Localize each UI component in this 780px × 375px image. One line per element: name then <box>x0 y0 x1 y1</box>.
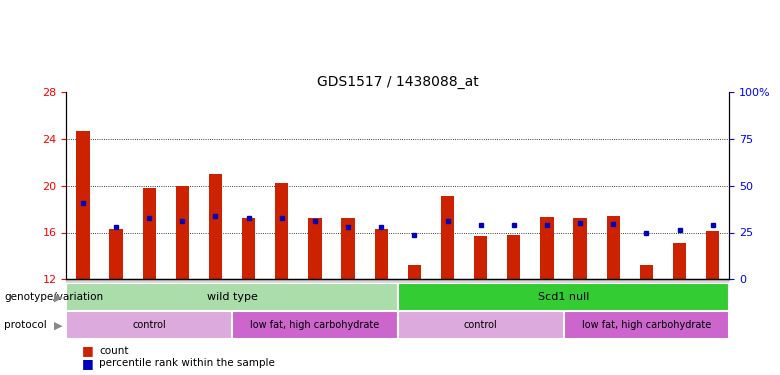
Bar <box>607 216 620 279</box>
Text: wild type: wild type <box>207 292 257 302</box>
Bar <box>66 311 232 339</box>
Bar <box>398 311 563 339</box>
Bar <box>640 266 653 279</box>
Text: ■: ■ <box>82 357 94 370</box>
Text: control: control <box>133 320 166 330</box>
Text: ▶: ▶ <box>54 292 62 302</box>
Bar <box>209 174 222 279</box>
Bar <box>76 130 90 279</box>
Text: low fat, high carbohydrate: low fat, high carbohydrate <box>250 320 380 330</box>
Bar <box>408 266 421 279</box>
Bar <box>143 188 156 279</box>
Bar <box>507 235 520 279</box>
Bar <box>374 229 388 279</box>
Bar <box>232 311 398 339</box>
Bar <box>66 283 398 311</box>
Text: percentile rank within the sample: percentile rank within the sample <box>99 358 275 368</box>
Bar <box>342 218 355 279</box>
Text: protocol: protocol <box>4 320 47 330</box>
Bar <box>398 283 729 311</box>
Text: ■: ■ <box>82 344 94 357</box>
Bar <box>563 311 729 339</box>
Bar <box>275 183 289 279</box>
Bar <box>706 231 719 279</box>
Text: control: control <box>464 320 498 330</box>
Text: Scd1 null: Scd1 null <box>538 292 589 302</box>
Text: genotype/variation: genotype/variation <box>4 292 103 302</box>
Bar <box>573 218 587 279</box>
Bar <box>308 218 321 279</box>
Bar <box>109 229 122 279</box>
Bar <box>474 236 488 279</box>
Bar <box>242 218 255 279</box>
Bar <box>673 243 686 279</box>
Text: count: count <box>99 345 129 355</box>
Bar <box>176 186 189 279</box>
Text: low fat, high carbohydrate: low fat, high carbohydrate <box>582 320 711 330</box>
Title: GDS1517 / 1438088_at: GDS1517 / 1438088_at <box>317 75 479 90</box>
Bar <box>541 217 554 279</box>
Bar <box>441 196 454 279</box>
Text: ▶: ▶ <box>54 320 62 330</box>
